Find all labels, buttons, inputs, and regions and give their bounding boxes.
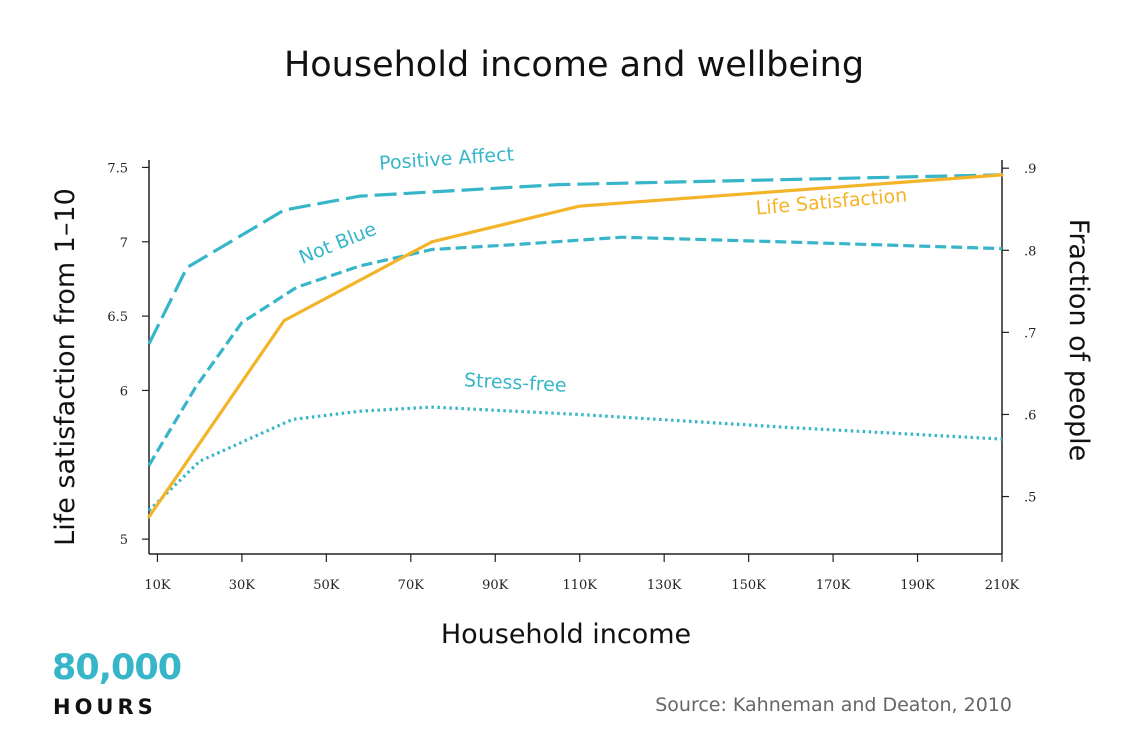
series-label-stress-free: Stress-free: [463, 369, 567, 396]
x-tick-label: 90K: [482, 578, 509, 593]
logo-number: 80,000: [52, 648, 181, 688]
y-right-tick-label: .8: [1024, 244, 1036, 259]
series-label-positive-affect: Positive Affect: [378, 143, 514, 174]
series-label-not-blue: Not Blue: [296, 218, 380, 269]
x-tick-label: 170K: [816, 578, 851, 593]
series-line-stress-free: [147, 405, 1003, 512]
logo: 80,000 HOURS: [52, 648, 182, 719]
y-right-tick-label: .9: [1024, 162, 1036, 177]
y-right-ticks: .5 .6 .7 .8 .9: [1002, 162, 1036, 506]
y-left-tick-label: 6: [120, 384, 128, 399]
y-axis-right-title: Fraction of people: [1063, 219, 1094, 462]
y-right-tick-label: .7: [1024, 326, 1036, 341]
y-axis-left-title: Life satisfaction from 1–10: [50, 188, 81, 546]
series-line-positive-affect: [147, 173, 1003, 345]
series-line-not-blue: [147, 235, 1003, 467]
x-ticks: 10K 30K 50K 70K 90K 110K 130K 150K 170K 190K 210K: [144, 554, 1020, 593]
y-right-tick-label: .6: [1024, 408, 1036, 423]
x-tick-label: 110K: [562, 578, 597, 593]
y-left-tick-label: 7: [120, 236, 128, 251]
chart-title: Household income and wellbeing: [284, 45, 864, 85]
y-left-ticks: 5 6 6.5 7 7.5: [107, 161, 149, 548]
y-right-tick-label: .5: [1024, 491, 1036, 506]
x-tick-label: 70K: [398, 578, 425, 593]
x-tick-label: 130K: [647, 578, 682, 593]
y-left-tick-label: 5: [120, 533, 128, 548]
logo-word: HOURS: [53, 695, 157, 719]
x-tick-label: 190K: [900, 578, 935, 593]
x-axis-title: Household income: [441, 619, 691, 650]
series-group: [147, 173, 1004, 519]
x-tick-label: 10K: [144, 578, 171, 593]
x-tick-label: 150K: [731, 578, 766, 593]
source-note: Source: Kahneman and Deaton, 2010: [655, 694, 1012, 716]
series-line-life-satisfaction: [147, 173, 1004, 519]
y-left-tick-label: 7.5: [107, 161, 128, 176]
x-tick-label: 50K: [313, 578, 340, 593]
x-tick-label: 30K: [229, 578, 256, 593]
y-left-tick-label: 6.5: [107, 310, 128, 325]
series-label-life-satisfaction: Life Satisfaction: [755, 184, 908, 219]
x-tick-label: 210K: [985, 578, 1020, 593]
